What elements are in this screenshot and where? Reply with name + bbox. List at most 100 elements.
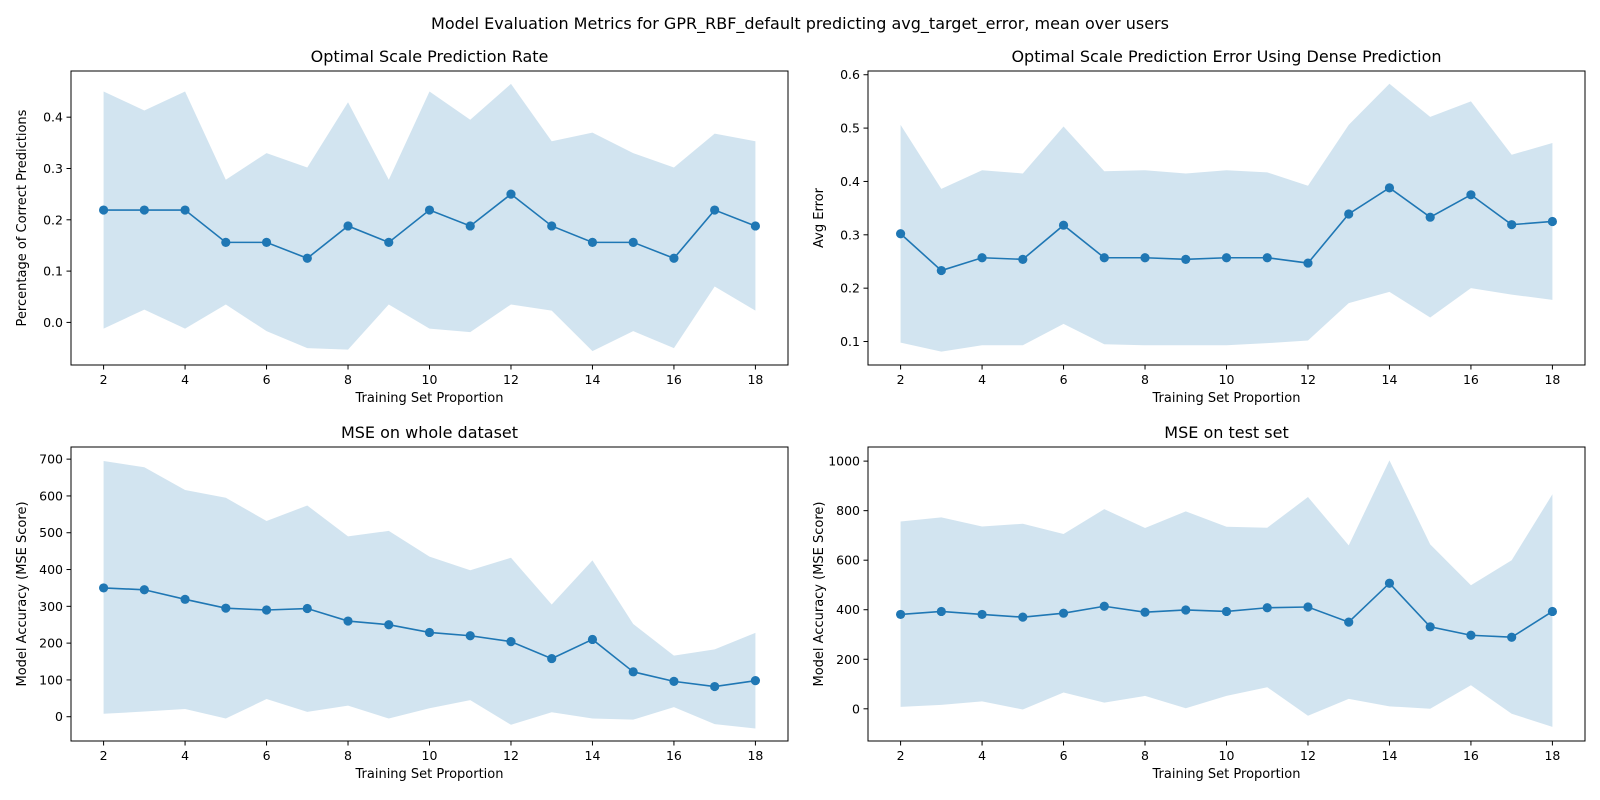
x-tick-label: 6 xyxy=(263,372,271,387)
data-point xyxy=(1140,253,1150,263)
y-tick-label: 500 xyxy=(39,525,63,540)
y-tick-label: 0.4 xyxy=(840,174,860,189)
x-tick-label: 12 xyxy=(503,372,519,387)
data-point xyxy=(1547,216,1558,227)
data-point xyxy=(628,237,638,247)
y-tick-label: 700 xyxy=(39,452,63,467)
x-tick-label: 10 xyxy=(1219,372,1235,387)
x-tick-label: 14 xyxy=(1382,748,1398,763)
data-point xyxy=(710,681,720,692)
x-tick-label: 10 xyxy=(422,748,438,763)
data-point xyxy=(465,221,475,231)
y-tick-label: 0.0 xyxy=(43,315,63,330)
x-tick-label: 4 xyxy=(978,748,986,763)
data-point xyxy=(1344,209,1354,219)
data-point xyxy=(1262,603,1272,613)
data-point xyxy=(936,606,946,617)
subplot-title: MSE on test set xyxy=(1164,423,1288,442)
std-band xyxy=(900,83,1553,352)
x-tick-label: 14 xyxy=(585,748,601,763)
x-tick-label: 16 xyxy=(1463,748,1479,763)
y-axis-label: Percentage of Correct Predictions xyxy=(15,109,30,326)
subplot-1: Optimal Scale Prediction Rate 2 4 6 8 10 12 14 1… xyxy=(15,47,789,406)
data-point xyxy=(1303,602,1313,612)
data-point xyxy=(98,205,109,215)
y-tick-label: 0.5 xyxy=(840,121,860,136)
data-point xyxy=(424,627,435,638)
subplot-title: Optimal Scale Prediction Error Using Den… xyxy=(1011,47,1441,66)
y-tick-label: 0 xyxy=(852,701,860,716)
y-tick-label: 100 xyxy=(39,672,63,687)
subplot-4: MSE on test set 2 4 6 8 10 12 14 16 18 0 200 400 600 8… xyxy=(812,423,1586,782)
y-axis-label: Model Accuracy (MSE Score) xyxy=(812,501,827,686)
figure-suptitle: Model Evaluation Metrics for GPR_RBF_def… xyxy=(431,14,1169,34)
data-point xyxy=(343,221,353,231)
data-point xyxy=(1181,254,1191,264)
y-tick-label: 0.3 xyxy=(43,161,63,176)
data-point xyxy=(1099,601,1109,611)
data-point xyxy=(895,229,906,239)
subplot-grid: Optimal Scale Prediction Rate 2 4 6 8 10 12 14 1… xyxy=(15,47,1586,782)
data-point xyxy=(669,253,679,263)
data-point xyxy=(221,237,231,247)
x-tick-label: 8 xyxy=(1141,748,1149,763)
x-tick-label: 10 xyxy=(1219,748,1235,763)
data-point xyxy=(669,676,679,686)
data-point xyxy=(1221,253,1232,263)
x-tick-label: 6 xyxy=(263,748,271,763)
x-tick-label: 16 xyxy=(666,372,682,387)
std-band xyxy=(103,460,756,729)
y-tick-label: 0.2 xyxy=(43,212,63,227)
y-tick-label: 0.2 xyxy=(840,281,860,296)
data-point xyxy=(895,609,906,620)
x-tick-label: 8 xyxy=(344,748,352,763)
x-tick-label: 18 xyxy=(1544,748,1560,763)
data-point xyxy=(977,253,987,263)
data-point xyxy=(936,265,946,276)
data-point xyxy=(261,237,272,247)
data-point xyxy=(1099,253,1109,263)
data-point xyxy=(180,594,190,604)
data-point xyxy=(221,603,231,613)
y-tick-label: 0 xyxy=(55,709,63,724)
x-tick-label: 2 xyxy=(897,372,905,387)
x-tick-label: 6 xyxy=(1060,748,1068,763)
y-tick-label: 0.1 xyxy=(840,334,860,349)
data-point xyxy=(1466,630,1476,640)
y-tick-label: 200 xyxy=(836,652,860,667)
x-tick-label: 12 xyxy=(1300,372,1316,387)
data-point xyxy=(98,583,109,593)
x-tick-label: 4 xyxy=(181,372,189,387)
x-tick-label: 2 xyxy=(100,748,108,763)
x-tick-label: 14 xyxy=(585,372,601,387)
data-point xyxy=(587,237,598,247)
data-point xyxy=(139,585,149,595)
x-tick-label: 2 xyxy=(100,372,108,387)
subplot-title: Optimal Scale Prediction Rate xyxy=(311,47,549,66)
data-point xyxy=(1018,254,1028,264)
data-point xyxy=(547,221,557,231)
data-point xyxy=(547,653,557,664)
data-point xyxy=(180,205,190,215)
data-point xyxy=(343,616,353,626)
data-point xyxy=(710,205,720,215)
y-axis-label: Avg Error xyxy=(812,187,827,248)
y-tick-label: 600 xyxy=(836,553,860,568)
data-point xyxy=(1507,632,1517,642)
data-point xyxy=(1018,612,1028,622)
y-tick-label: 400 xyxy=(836,602,860,617)
x-axis-label: Training Set Proportion xyxy=(355,767,504,782)
y-tick-label: 0.3 xyxy=(840,227,860,242)
y-tick-label: 0.1 xyxy=(43,264,63,279)
data-point xyxy=(384,620,394,630)
y-tick-label: 1000 xyxy=(828,454,860,469)
data-point xyxy=(1140,607,1150,617)
data-point xyxy=(750,676,761,686)
data-point xyxy=(628,667,638,677)
x-axis-label: Training Set Proportion xyxy=(1152,767,1301,782)
y-tick-label: 0.4 xyxy=(43,110,63,125)
x-tick-label: 18 xyxy=(747,372,763,387)
data-point xyxy=(139,205,149,215)
